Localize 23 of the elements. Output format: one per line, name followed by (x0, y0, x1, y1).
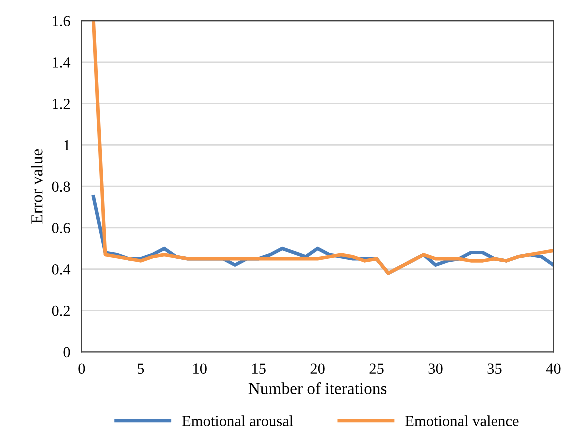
y-tick-label: 1.6 (53, 16, 70, 27)
legend-label: Emotional arousal (182, 416, 294, 426)
x-tick-label: 30 (428, 364, 443, 374)
x-tick-label: 5 (138, 364, 144, 374)
x-tick-label: 15 (252, 364, 266, 374)
y-tick-label: 1.4 (53, 58, 71, 68)
y-tick-label: 0.6 (52, 223, 70, 234)
x-tick-label: 35 (488, 364, 502, 374)
y-tick-label: 1 (64, 140, 70, 150)
x-tick-label: 0 (78, 364, 86, 374)
y-tick-label: 0.8 (52, 182, 70, 192)
x-tick-label: 20 (310, 364, 325, 374)
x-tick-label: 10 (194, 364, 207, 374)
line-series (92, 21, 554, 276)
y-axis-title: Error value (31, 149, 43, 224)
x-tick-label: 25 (370, 364, 384, 374)
y-tick-label: 0.4 (52, 264, 71, 275)
y-tick-label: 0.2 (52, 306, 70, 316)
legend-label: Emotional valence (406, 416, 519, 426)
x-axis-title: Number of iterations (248, 382, 387, 394)
x-tick-label: 40 (546, 364, 561, 374)
y-tick-label: 1.2 (53, 98, 70, 110)
y-tick-label: 0 (64, 347, 70, 358)
